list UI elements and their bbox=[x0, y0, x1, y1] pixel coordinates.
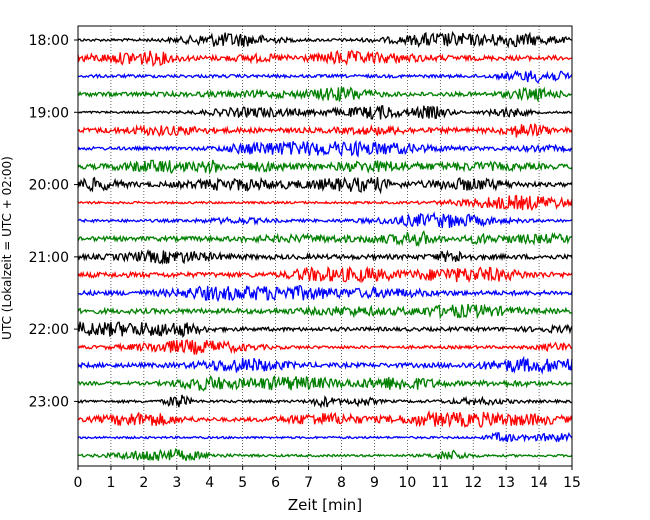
seismic-trace bbox=[77, 448, 573, 462]
x-axis-ticks: 0 1 2 3 4 5 6 7 8 9 10 11 12 13 14 15 bbox=[74, 466, 581, 491]
plot-area bbox=[77, 25, 573, 467]
plot-frame bbox=[77, 25, 573, 467]
seismic-trace bbox=[77, 339, 573, 355]
seismic-trace bbox=[77, 69, 573, 84]
seismic-trace bbox=[77, 86, 573, 103]
x-tick-label: 0 bbox=[74, 475, 83, 491]
seismic-trace bbox=[77, 431, 573, 443]
seismic-trace bbox=[77, 355, 573, 375]
seismic-trace bbox=[77, 285, 573, 303]
x-tick-label: 8 bbox=[337, 475, 346, 491]
seismic-trace bbox=[77, 104, 573, 120]
seismic-trace bbox=[77, 230, 573, 248]
x-tick-label: 10 bbox=[398, 475, 416, 491]
y-axis-label: UTC (Lokalzeit = UTC + 02:00) bbox=[0, 156, 14, 340]
seismic-trace bbox=[77, 30, 573, 49]
y-axis-ticks: 18:00 19:00 20:00 21:00 22:00 23:00 bbox=[29, 33, 78, 410]
seismic-trace bbox=[77, 194, 573, 212]
x-tick-label: 13 bbox=[497, 475, 515, 491]
y-tick-label: 22:00 bbox=[29, 322, 69, 338]
x-tick-label: 12 bbox=[464, 475, 482, 491]
seismic-trace bbox=[77, 211, 573, 229]
y-tick-label: 23:00 bbox=[29, 394, 69, 410]
y-tick-label: 19:00 bbox=[29, 105, 69, 121]
x-tick-label: 9 bbox=[370, 475, 379, 491]
seismic-trace bbox=[77, 409, 573, 429]
seismic-trace bbox=[77, 374, 573, 392]
y-tick-label: 18:00 bbox=[29, 33, 69, 49]
x-axis-label: Zeit [min] bbox=[288, 496, 362, 514]
x-tick-label: 6 bbox=[271, 475, 280, 491]
x-tick-label: 11 bbox=[431, 475, 449, 491]
seismic-trace bbox=[77, 303, 573, 320]
seismic-trace bbox=[77, 265, 573, 284]
seismic-trace bbox=[77, 394, 573, 409]
y-tick-label: 20:00 bbox=[29, 178, 69, 194]
x-grid bbox=[110, 26, 540, 466]
seismic-trace bbox=[77, 139, 573, 158]
x-tick-label: 15 bbox=[563, 475, 581, 491]
plot-background bbox=[78, 26, 572, 466]
seismic-trace bbox=[77, 49, 573, 68]
x-tick-label: 7 bbox=[304, 475, 313, 491]
seismic-trace bbox=[77, 159, 573, 175]
seismic-trace bbox=[77, 122, 573, 138]
x-tick-label: 14 bbox=[530, 475, 548, 491]
x-tick-label: 1 bbox=[106, 475, 115, 491]
y-tick-label: 21:00 bbox=[29, 250, 69, 266]
x-tick-label: 3 bbox=[172, 475, 181, 491]
trace-group bbox=[77, 30, 573, 462]
x-tick-label: 2 bbox=[139, 475, 148, 491]
seismic-trace bbox=[77, 176, 573, 195]
x-tick-label: 5 bbox=[238, 475, 247, 491]
seismic-trace bbox=[77, 248, 573, 266]
seismic-trace bbox=[77, 321, 573, 338]
x-tick-label: 4 bbox=[205, 475, 214, 491]
